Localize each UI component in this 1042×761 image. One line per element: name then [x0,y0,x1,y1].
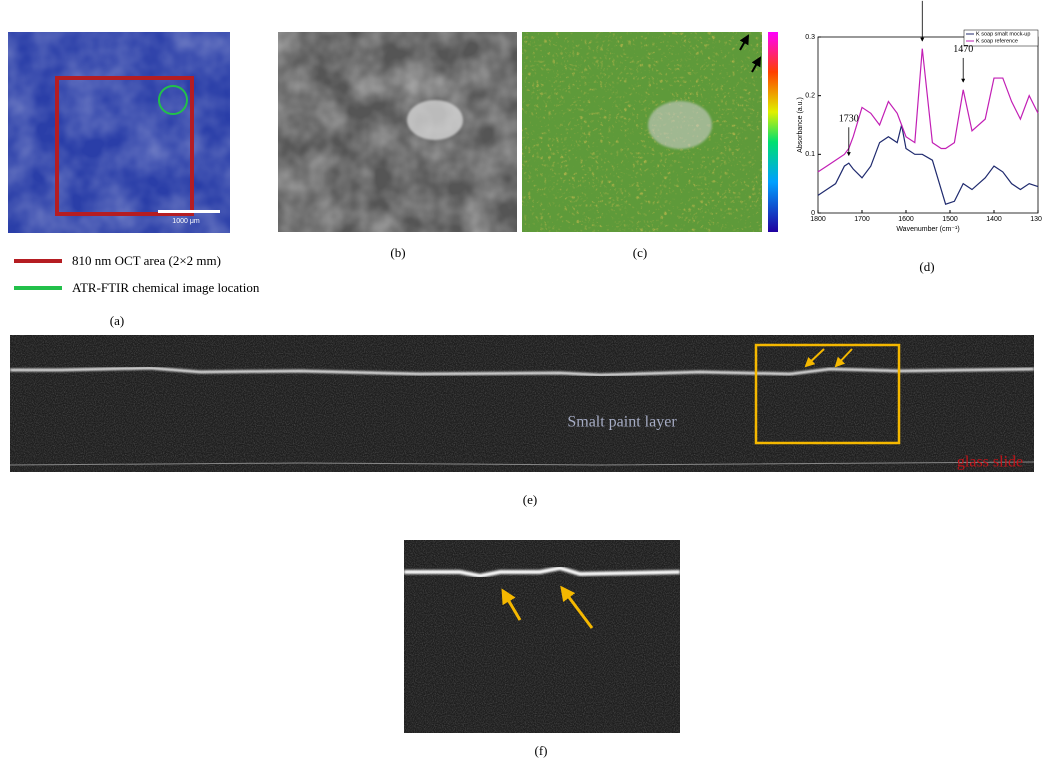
image-texture [278,32,517,232]
oct-area-box [55,76,194,216]
panel-label: (c) [633,245,647,260]
panel-label: (f) [535,743,548,758]
spectrum-line [817,124,1039,205]
spectrum-line [817,48,1039,173]
surface-line [10,366,1035,377]
peak-label: 1470 [953,44,973,55]
glass-line [9,461,1035,466]
arrow [804,348,825,368]
legend-box [963,29,1039,47]
surface-line [404,565,681,579]
legend-text: ATR-FTIR chemical image location [72,280,260,295]
peak-label: 1730 [839,114,859,125]
glass-label: glass slide [957,454,1023,471]
panel-label: (e) [523,492,537,507]
panel-label: (a) [110,313,124,328]
x-tick-label: 1500 [942,216,958,223]
panel-e: Smalt paint layer glass slide (e) [9,335,1035,507]
panel-f: (f) [404,540,681,758]
panel-label: (b) [390,245,405,260]
legend-label: K soap reference [976,38,1018,44]
y-tick-label: 0 [811,210,815,217]
oct-noise [404,540,680,733]
zoom-box [754,343,901,445]
arrow [834,348,853,368]
panel-c: (c) [522,32,778,260]
image-texture [522,32,762,232]
arrow [501,588,522,621]
particle [407,100,463,140]
particle [648,101,712,149]
y-tick-label: 0.2 [805,93,815,100]
scale-bar [158,210,220,213]
plot-frame [817,36,1039,214]
arrow [560,585,594,629]
y-tick-label: 0.3 [805,34,815,41]
colorbar [768,32,778,232]
x-tick-label: 1800 [810,216,826,223]
arrow [739,34,749,51]
ftir-circle [158,85,188,115]
scale-label: 1000 μm [172,218,200,225]
x-tick-label: 1700 [854,216,870,223]
y-axis-label: Absorbance (a.u.) [797,97,804,153]
y-tick-label: 0.1 [805,151,815,158]
x-axis-label: Wavenumber (cm⁻¹) [896,226,959,233]
photo-texture [8,32,230,233]
legend-label: K soap smalt mock-up [976,31,1030,37]
oct-noise [10,335,1034,472]
panel-b: (b) [278,32,517,260]
x-tick-label: 1400 [986,216,1002,223]
arrow [751,56,761,73]
legend-text: 810 nm OCT area (2×2 mm) [72,253,221,268]
panel-label: (d) [919,259,934,274]
x-tick-label: 1600 [898,216,914,223]
layer-label: Smalt paint layer [567,414,677,431]
panel-a: 1000 μm 810 nm OCT area (2×2 mm) ATR-FTI… [8,32,260,328]
